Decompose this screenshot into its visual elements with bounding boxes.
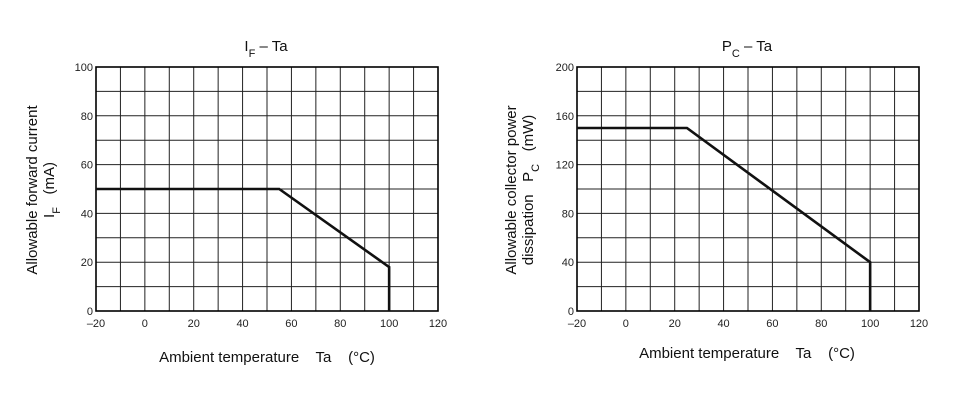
x-tick-label: 80 xyxy=(815,318,827,330)
y-tick-label: 200 xyxy=(556,62,574,74)
x-tick-label: 100 xyxy=(861,318,879,330)
y-tick-labels: 0 40 80 120 160 200 xyxy=(556,62,574,318)
y-tick-label: 100 xyxy=(75,62,93,74)
x-tick-labels: –20 0 20 40 60 80 100 120 xyxy=(568,318,928,330)
x-tick-label: 100 xyxy=(380,318,398,330)
y-axis-label-line1: Allowable collector power xyxy=(503,105,520,274)
y-axis-label-line1: Allowable forward current xyxy=(24,105,41,275)
x-tick-label: 120 xyxy=(910,318,928,330)
chart-title: IF – Ta xyxy=(244,38,288,60)
x-tick-label: 60 xyxy=(766,318,778,330)
series xyxy=(96,187,391,311)
plot-border xyxy=(576,66,920,312)
x-tick-label: –20 xyxy=(568,318,586,330)
y-axis-label-line2: IF (mA) xyxy=(41,162,63,218)
y-tick-label: 40 xyxy=(562,257,574,269)
chart-title: PC – Ta xyxy=(722,38,773,60)
x-axis-label: Ambient temperature Ta (°C) xyxy=(159,349,375,366)
x-tick-label: 20 xyxy=(188,318,200,330)
chart-if-ta: IF – Ta –20 0 20 40 60 80 100 120 020406080100 … xyxy=(24,38,447,366)
x-axis-label: Ambient temperature Ta (°C) xyxy=(639,345,855,362)
x-tick-label: 80 xyxy=(334,318,346,330)
y-tick-label: 60 xyxy=(81,160,93,172)
y-tick-label: 0 xyxy=(568,306,574,318)
x-tick-label: –20 xyxy=(87,318,105,330)
grid xyxy=(577,67,919,311)
series xyxy=(577,126,872,311)
y-tick-labels: 0 20 40 60 80 100 xyxy=(75,62,93,318)
y-tick-label: 40 xyxy=(81,208,93,220)
x-tick-label: 20 xyxy=(669,318,681,330)
derating-curve xyxy=(577,126,872,311)
x-tick-label: 0 xyxy=(142,318,148,330)
x-tick-label: 40 xyxy=(236,318,248,330)
y-tick-label: 20 xyxy=(81,257,93,269)
x-tick-label: 60 xyxy=(285,318,297,330)
y-tick-label: 120 xyxy=(556,160,574,172)
y-tick-label: 160 xyxy=(556,111,574,123)
x-tick-label: 40 xyxy=(717,318,729,330)
y-tick-label: 0 xyxy=(87,306,93,318)
plot-frame xyxy=(576,66,920,312)
y-tick-label: 80 xyxy=(81,111,93,123)
derating-curve xyxy=(96,187,391,311)
x-tick-label: 0 xyxy=(623,318,629,330)
x-tick-label: 120 xyxy=(429,318,447,330)
y-tick-label: 80 xyxy=(562,208,574,220)
y-axis-label: Allowable forward current IF (mA) xyxy=(24,105,63,275)
x-tick-labels: –20 0 20 40 60 80 100 120 xyxy=(87,318,447,330)
chart-pc-ta: PC – Ta –20 0 20 40 60 80 100 120 0408012016020… xyxy=(503,38,928,362)
y-axis-label-line2: dissipation PC (mW) xyxy=(520,115,542,266)
y-axis-label: Allowable collector power dissipation PC… xyxy=(503,105,542,274)
